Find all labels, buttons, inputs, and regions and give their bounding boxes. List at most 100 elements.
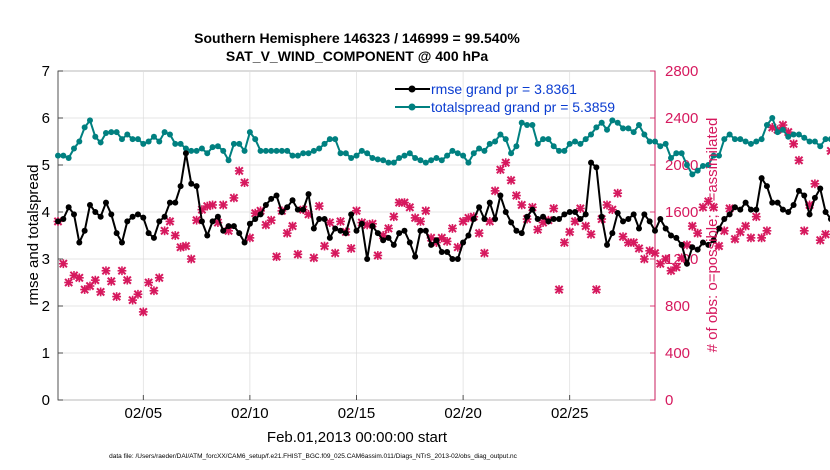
rmse-point (332, 225, 339, 232)
rmse-point (620, 218, 627, 225)
rmse-point (129, 213, 136, 220)
totalspread-point (470, 150, 477, 157)
left-tick-label: 3 (42, 251, 50, 268)
totalspread-point (380, 157, 387, 164)
totalspread-point (481, 147, 488, 154)
rmse-point (758, 175, 765, 182)
rmse-point (236, 230, 243, 237)
totalspread-point (374, 156, 381, 163)
rmse-point (476, 204, 483, 211)
totalspread-point (822, 136, 829, 143)
totalspread-point (76, 138, 83, 145)
left-tick-label: 4 (42, 204, 50, 221)
obs-marker (751, 212, 761, 222)
obs-marker (165, 217, 175, 226)
legend-rmse-label: rmse grand pr = 3.8361 (431, 81, 577, 97)
totalspread-point (598, 119, 605, 126)
rmse-point (300, 206, 307, 213)
totalspread-point (715, 152, 722, 159)
rmse-point (438, 248, 445, 255)
totalspread-point (60, 152, 67, 159)
rmse-point (737, 206, 744, 213)
rmse-point (198, 218, 205, 225)
totalspread-point (342, 150, 349, 157)
rmse-point (92, 209, 99, 215)
totalspread-point (310, 147, 317, 154)
rmse-point (614, 209, 621, 216)
obs-marker (144, 278, 154, 287)
rmse-point (582, 211, 589, 218)
totalspread-point (742, 138, 749, 145)
x-axis: 02/05 02/10 02/15 02/20 02/25 (125, 395, 588, 422)
rmse-point (166, 199, 173, 206)
totalspread-point (737, 136, 744, 143)
rmse-series (55, 150, 830, 268)
rmse-point (492, 216, 499, 223)
rmse-point (604, 241, 611, 248)
rmse-line (57, 153, 830, 268)
rmse-point (374, 230, 381, 237)
totalspread-point (145, 138, 152, 145)
obs-marker (208, 200, 217, 210)
totalspread-point (236, 140, 243, 147)
rmse-point (316, 216, 323, 223)
totalspread-point (763, 122, 770, 129)
totalspread-point (422, 159, 429, 166)
totalspread-point (118, 136, 125, 143)
rmse-point (390, 241, 397, 248)
totalspread-point (417, 157, 424, 164)
rmse-point (540, 213, 547, 220)
obs-marker (671, 262, 681, 272)
totalspread-point (476, 145, 483, 152)
rmse-point (86, 201, 93, 208)
rmse-point (433, 237, 440, 244)
totalspread-point (444, 152, 451, 159)
rmse-point (401, 227, 408, 234)
rmse-point (502, 209, 509, 215)
rmse-point (588, 159, 595, 166)
totalspread-point (65, 154, 72, 161)
totalspread-point (102, 130, 109, 137)
totalspread-point (449, 147, 456, 154)
totalspread-point (300, 150, 307, 157)
obs-marker (575, 204, 585, 213)
rmse-point (593, 164, 600, 171)
rmse-point (790, 201, 797, 208)
rmse-point (396, 230, 403, 237)
rmse-point (97, 213, 104, 220)
rmse-point (156, 218, 163, 225)
obs-marker (490, 186, 500, 196)
obs-marker (533, 225, 543, 235)
rmse-point (715, 225, 722, 232)
totalspread-point (262, 147, 269, 154)
obs-marker (474, 228, 484, 238)
totalspread-point (86, 117, 93, 124)
totalspread-point (113, 129, 120, 136)
obs-marker (698, 202, 708, 212)
rmse-point (572, 209, 579, 215)
totalspread-point (289, 152, 296, 159)
rmse-point (763, 183, 770, 190)
totalspread-point (252, 136, 259, 143)
obs-marker (506, 175, 516, 185)
rmse-point (524, 213, 531, 220)
totalspread-point (465, 159, 472, 166)
rmse-point (81, 227, 88, 234)
rmse-point (817, 185, 824, 192)
rmse-point (577, 216, 584, 223)
rmse-point (257, 211, 264, 218)
rmse-point (518, 230, 525, 237)
obs-marker (709, 202, 719, 212)
obs-marker (122, 275, 132, 285)
totalspread-point (657, 143, 664, 150)
right-tick-label: 400 (665, 345, 690, 362)
rmse-point (625, 216, 632, 223)
rmse-point (278, 209, 285, 215)
totalspread-point (230, 140, 237, 147)
obs-marker (757, 233, 767, 243)
obs-marker (80, 285, 90, 294)
obs-marker (229, 193, 239, 203)
totalspread-point (561, 147, 568, 154)
obs-marker (821, 229, 830, 239)
left-y-axis: 0 1 2 3 4 5 6 7 (42, 63, 63, 409)
